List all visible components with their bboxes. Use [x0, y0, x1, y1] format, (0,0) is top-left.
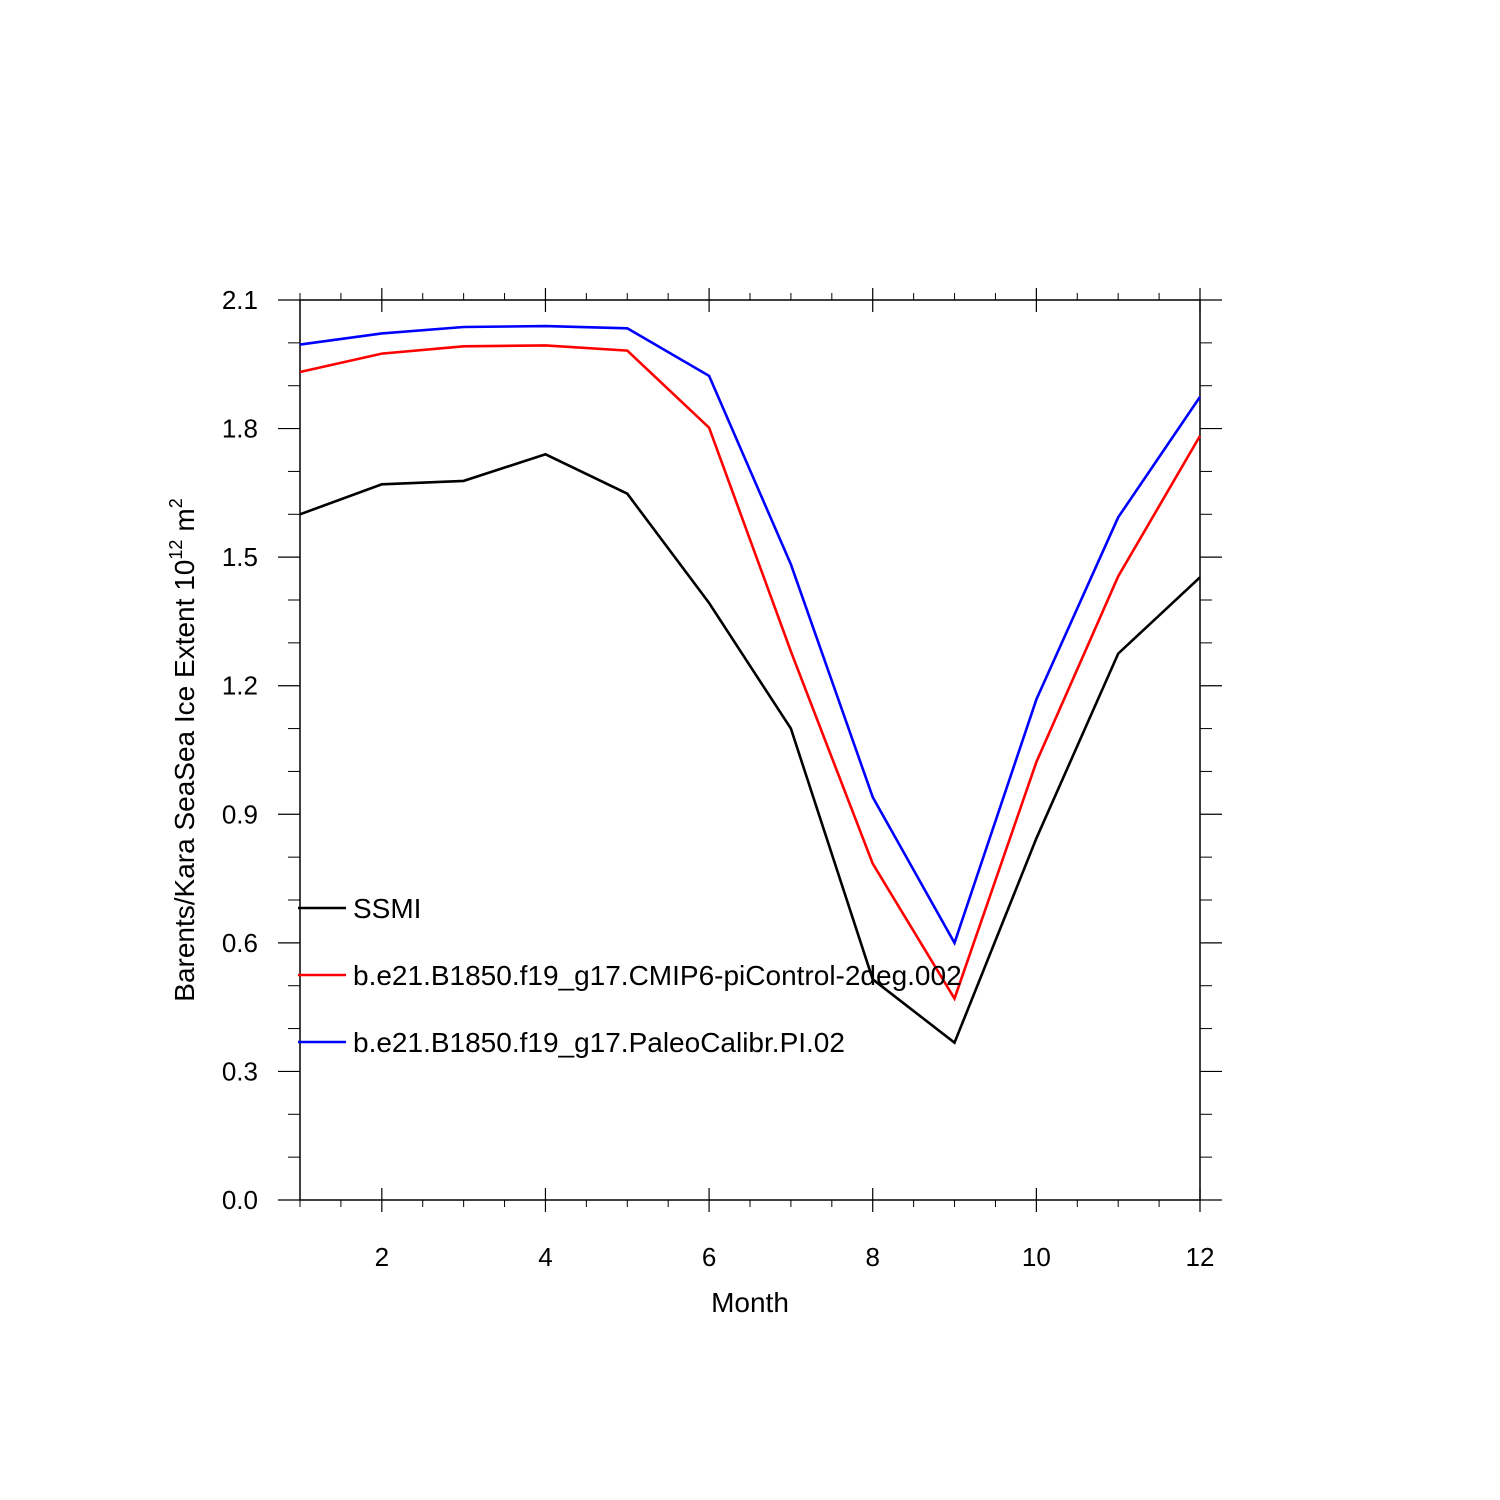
major-ticks — [278, 288, 1222, 1212]
series-line-1 — [299, 452, 1201, 1045]
y-tick-label: 0.6 — [222, 928, 258, 958]
x-tick-label: 6 — [702, 1242, 716, 1272]
x-tick-label: 12 — [1186, 1242, 1215, 1272]
y-tick-label: 2.1 — [222, 285, 258, 315]
y-axis-title-main: Barents/Kara SeaSea Ice Extent 10 — [169, 560, 200, 1002]
y-axis-title-unit-exponent: 2 — [166, 498, 186, 508]
minor-ticks — [288, 293, 1212, 1207]
y-tick-label: 1.5 — [222, 542, 258, 572]
x-tick-labels: 2 4 6 8 10 12 — [375, 1242, 1215, 1272]
plot-frame — [299, 299, 1201, 1201]
series-lines — [299, 324, 1202, 1045]
y-tick-labels: 0.0 0.3 0.6 0.9 1.2 1.5 1.8 2.1 — [222, 285, 258, 1215]
y-tick-label: 1.8 — [222, 414, 258, 444]
y-axis-title: Barents/Kara SeaSea Ice Extent 1012 m2 — [166, 498, 200, 1001]
x-tick-label: 4 — [538, 1242, 552, 1272]
y-tick-label: 1.2 — [222, 671, 258, 701]
x-axis-title: Month — [711, 1287, 789, 1318]
legend: SSMI b.e21.B1850.f19_g17.CMIP6-piControl-… — [298, 893, 962, 1058]
y-axis-title-unit: m — [169, 508, 200, 531]
x-tick-label: 10 — [1022, 1242, 1051, 1272]
y-tick-label: 0.9 — [222, 799, 258, 829]
y-axis-title-exponent: 12 — [166, 540, 186, 560]
x-tick-label: 2 — [375, 1242, 389, 1272]
x-tick-label: 8 — [865, 1242, 879, 1272]
series-line-2 — [299, 344, 1202, 1002]
series-line-3 — [299, 324, 1202, 947]
legend-label-2: b.e21.B1850.f19_g17.CMIP6-piControl-2deg… — [353, 960, 962, 991]
y-tick-label: 0.3 — [222, 1056, 258, 1086]
legend-label-1: SSMI — [353, 893, 421, 924]
legend-label-3: b.e21.B1850.f19_g17.PaleoCalibr.PI.02 — [353, 1027, 845, 1058]
y-tick-label: 0.0 — [222, 1185, 258, 1215]
